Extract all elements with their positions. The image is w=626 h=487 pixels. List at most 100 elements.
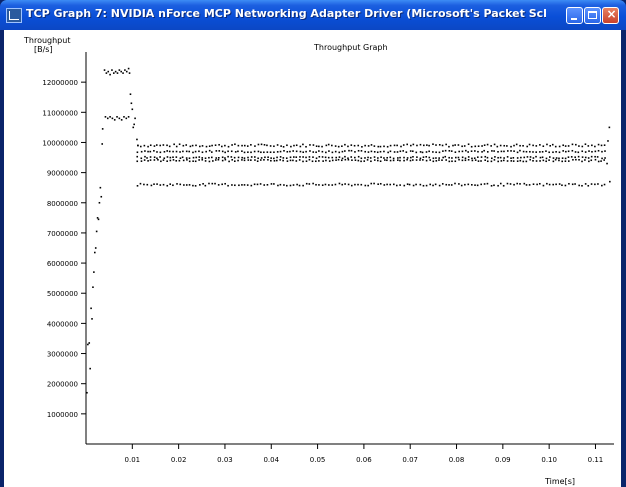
data-point bbox=[463, 145, 466, 147]
data-point bbox=[90, 307, 92, 310]
data-point bbox=[502, 159, 505, 162]
data-point bbox=[601, 157, 603, 160]
data-point bbox=[450, 184, 453, 186]
data-point bbox=[554, 145, 557, 148]
data-point bbox=[250, 159, 252, 161]
data-point bbox=[400, 145, 402, 148]
data-point bbox=[276, 159, 278, 162]
data-point bbox=[464, 183, 466, 186]
data-point bbox=[506, 182, 509, 185]
data-point bbox=[379, 145, 382, 148]
data-point bbox=[173, 143, 175, 146]
data-point bbox=[162, 183, 165, 186]
maximize-button[interactable] bbox=[584, 7, 601, 24]
title-bar[interactable]: TCP Graph 7: NVIDIA nForce MCP Networkin… bbox=[0, 0, 626, 30]
data-point bbox=[406, 183, 409, 185]
data-point bbox=[208, 182, 210, 185]
data-point bbox=[532, 144, 534, 147]
data-point bbox=[241, 156, 243, 159]
data-point bbox=[428, 156, 431, 159]
data-point bbox=[486, 143, 489, 146]
data-point bbox=[452, 144, 454, 147]
data-point bbox=[397, 157, 399, 159]
data-point bbox=[474, 159, 477, 161]
data-point bbox=[486, 182, 489, 185]
close-button[interactable]: × bbox=[602, 7, 619, 24]
data-point bbox=[140, 150, 143, 153]
data-point bbox=[410, 156, 412, 159]
data-point bbox=[425, 184, 428, 187]
chart-title: Throughput Graph bbox=[313, 43, 388, 52]
data-point bbox=[354, 156, 356, 159]
data-point bbox=[198, 150, 200, 153]
data-point bbox=[227, 145, 230, 148]
data-point bbox=[483, 149, 485, 152]
minimize-icon bbox=[571, 18, 577, 20]
data-point bbox=[412, 159, 414, 161]
graph-area[interactable]: Throughput [B/s] Throughput Graph Time[s… bbox=[4, 30, 621, 487]
data-point bbox=[344, 150, 346, 152]
data-point bbox=[299, 156, 301, 158]
data-point bbox=[513, 144, 515, 147]
data-point bbox=[581, 156, 584, 158]
data-point bbox=[448, 184, 450, 186]
data-point bbox=[237, 159, 239, 162]
data-point bbox=[298, 184, 301, 187]
minimize-button[interactable] bbox=[566, 7, 583, 24]
data-point bbox=[337, 145, 340, 148]
data-point bbox=[324, 183, 327, 186]
data-point bbox=[163, 157, 166, 160]
data-point bbox=[603, 144, 606, 146]
x-tick-label: 0.11 bbox=[588, 456, 604, 464]
data-point bbox=[211, 156, 213, 159]
data-point bbox=[532, 151, 534, 153]
data-point bbox=[604, 150, 606, 152]
data-point bbox=[558, 157, 560, 160]
data-point bbox=[403, 156, 405, 159]
data-point bbox=[308, 183, 311, 185]
data-point bbox=[227, 150, 229, 153]
data-point bbox=[254, 145, 256, 147]
data-point bbox=[321, 150, 324, 153]
data-point bbox=[282, 146, 285, 148]
data-point bbox=[607, 140, 609, 142]
data-point bbox=[545, 157, 548, 160]
data-point bbox=[513, 150, 515, 152]
data-point bbox=[594, 155, 596, 158]
data-point bbox=[221, 159, 224, 162]
data-point bbox=[166, 150, 168, 152]
data-point bbox=[348, 149, 350, 152]
data-point bbox=[561, 160, 563, 163]
data-point bbox=[515, 143, 518, 146]
data-point bbox=[127, 116, 130, 118]
data-point bbox=[305, 150, 307, 153]
data-point bbox=[366, 159, 369, 161]
data-point bbox=[100, 195, 103, 198]
x-tick-label: 0.10 bbox=[541, 456, 557, 464]
data-point bbox=[221, 156, 224, 159]
data-point bbox=[538, 182, 541, 185]
data-point bbox=[214, 159, 217, 161]
data-point bbox=[603, 159, 605, 161]
data-point bbox=[464, 159, 467, 162]
data-point bbox=[608, 126, 611, 129]
data-point bbox=[506, 160, 509, 162]
data-point bbox=[548, 159, 550, 161]
data-point bbox=[169, 156, 172, 159]
data-point bbox=[461, 150, 464, 153]
data-point bbox=[510, 160, 513, 162]
data-point bbox=[360, 160, 362, 163]
data-point bbox=[519, 144, 521, 147]
data-point bbox=[243, 157, 246, 159]
data-point bbox=[289, 159, 292, 162]
data-point bbox=[435, 151, 437, 154]
data-point bbox=[474, 184, 476, 186]
data-point bbox=[516, 151, 519, 154]
data-point bbox=[136, 185, 139, 187]
data-point bbox=[188, 184, 191, 186]
data-point bbox=[594, 183, 596, 186]
data-point bbox=[224, 158, 227, 161]
data-point bbox=[153, 159, 156, 161]
data-point bbox=[155, 144, 158, 146]
data-point bbox=[335, 159, 337, 161]
